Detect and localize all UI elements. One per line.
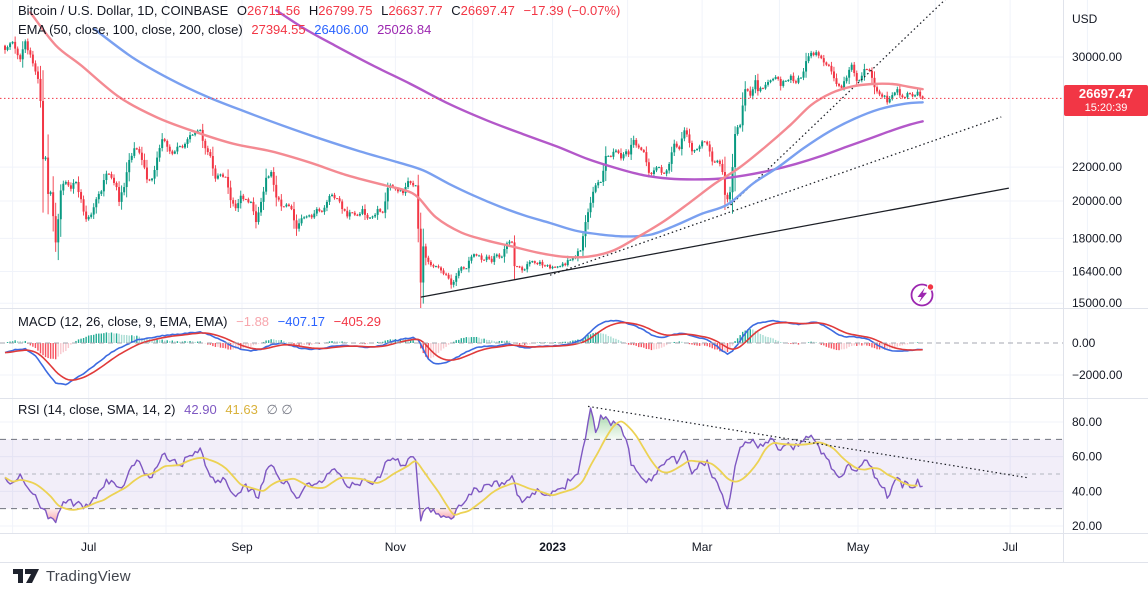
ema50-value: 27394.55 (251, 22, 306, 37)
macd-title: MACD (12, 26, close, 9, EMA, EMA) (18, 314, 228, 329)
event-lightning-icon[interactable] (910, 283, 935, 307)
rsi-value: 42.90 (184, 402, 217, 417)
rsi-sma-value: 41.63 (225, 402, 258, 417)
currency-label: USD (1072, 12, 1098, 26)
svg-text:Jul: Jul (1002, 540, 1017, 554)
last-price-time: 15:20:39 (1084, 102, 1128, 114)
svg-text:0.00: 0.00 (1072, 336, 1096, 350)
rsi-empty-values: ∅ ∅ (266, 402, 293, 417)
svg-text:−2000.00: −2000.00 (1072, 368, 1123, 382)
time-axis[interactable] (0, 534, 1148, 563)
rsi-legend[interactable]: RSI (14, close, SMA, 14, 2) 42.90 41.63 … (18, 402, 298, 418)
svg-text:22000.00: 22000.00 (1072, 160, 1122, 174)
low-label: L (381, 3, 389, 18)
chart-container: USD 30000.00 22000.00 20000.00 18000.00 16400… (0, 0, 1148, 563)
svg-text:60.00: 60.00 (1072, 450, 1102, 464)
svg-text:16400.00: 16400.00 (1072, 265, 1122, 279)
svg-text:Sep: Sep (231, 540, 253, 554)
svg-text:80.00: 80.00 (1072, 415, 1102, 429)
macd-hist-value: −1.88 (236, 314, 270, 329)
open-label: O (236, 3, 247, 18)
svg-text:2023: 2023 (539, 540, 566, 554)
high-label: H (308, 3, 319, 18)
svg-text:40.00: 40.00 (1072, 484, 1102, 498)
high-value: 26799.75 (318, 3, 373, 18)
ema100-value: 26406.00 (314, 22, 369, 37)
ema-legend[interactable]: EMA (50, close, 100, close, 200, close) … (18, 22, 436, 37)
svg-text:18000.00: 18000.00 (1072, 231, 1122, 245)
svg-text:30000.00: 30000.00 (1072, 50, 1122, 64)
last-price-value: 26697.47 (1078, 86, 1134, 101)
tradingview-logo[interactable]: TradingView (13, 567, 131, 585)
close-value: 26697.47 (460, 3, 515, 18)
change-value: −17.39 (−0.07%) (523, 3, 621, 18)
macd-legend[interactable]: MACD (12, 26, close, 9, EMA, EMA) −1.88 … (18, 314, 386, 329)
ema-title: EMA (50, close, 100, close, 200, close) (18, 22, 243, 37)
low-value: 26637.77 (388, 3, 443, 18)
rsi-title: RSI (14, close, SMA, 14, 2) (18, 402, 176, 417)
svg-text:Jul: Jul (81, 540, 96, 554)
svg-text:Mar: Mar (692, 540, 713, 554)
open-value: 26711.56 (246, 3, 301, 18)
tradingview-logo-text: TradingView (46, 567, 131, 585)
macd-line-value: −407.17 (277, 314, 326, 329)
svg-text:20.00: 20.00 (1072, 519, 1102, 533)
svg-text:20000.00: 20000.00 (1072, 194, 1122, 208)
close-label: C (451, 3, 461, 18)
chart-canvas[interactable]: USD 30000.00 22000.00 20000.00 18000.00 16400… (0, 0, 1148, 563)
ema200-value: 25026.84 (377, 22, 432, 37)
symbol-title: Bitcoin / U.S. Dollar, 1D, COINBASE (18, 3, 229, 18)
last-price-badge: 26697.47 15:20:39 (1064, 85, 1148, 116)
symbol-legend[interactable]: Bitcoin / U.S. Dollar, 1D, COINBASE O267… (18, 3, 625, 18)
macd-signal-value: −405.29 (333, 314, 382, 329)
tradingview-mark-icon (13, 569, 39, 583)
svg-text:Nov: Nov (385, 540, 406, 554)
svg-text:May: May (847, 540, 870, 554)
svg-text:15000.00: 15000.00 (1072, 296, 1122, 310)
